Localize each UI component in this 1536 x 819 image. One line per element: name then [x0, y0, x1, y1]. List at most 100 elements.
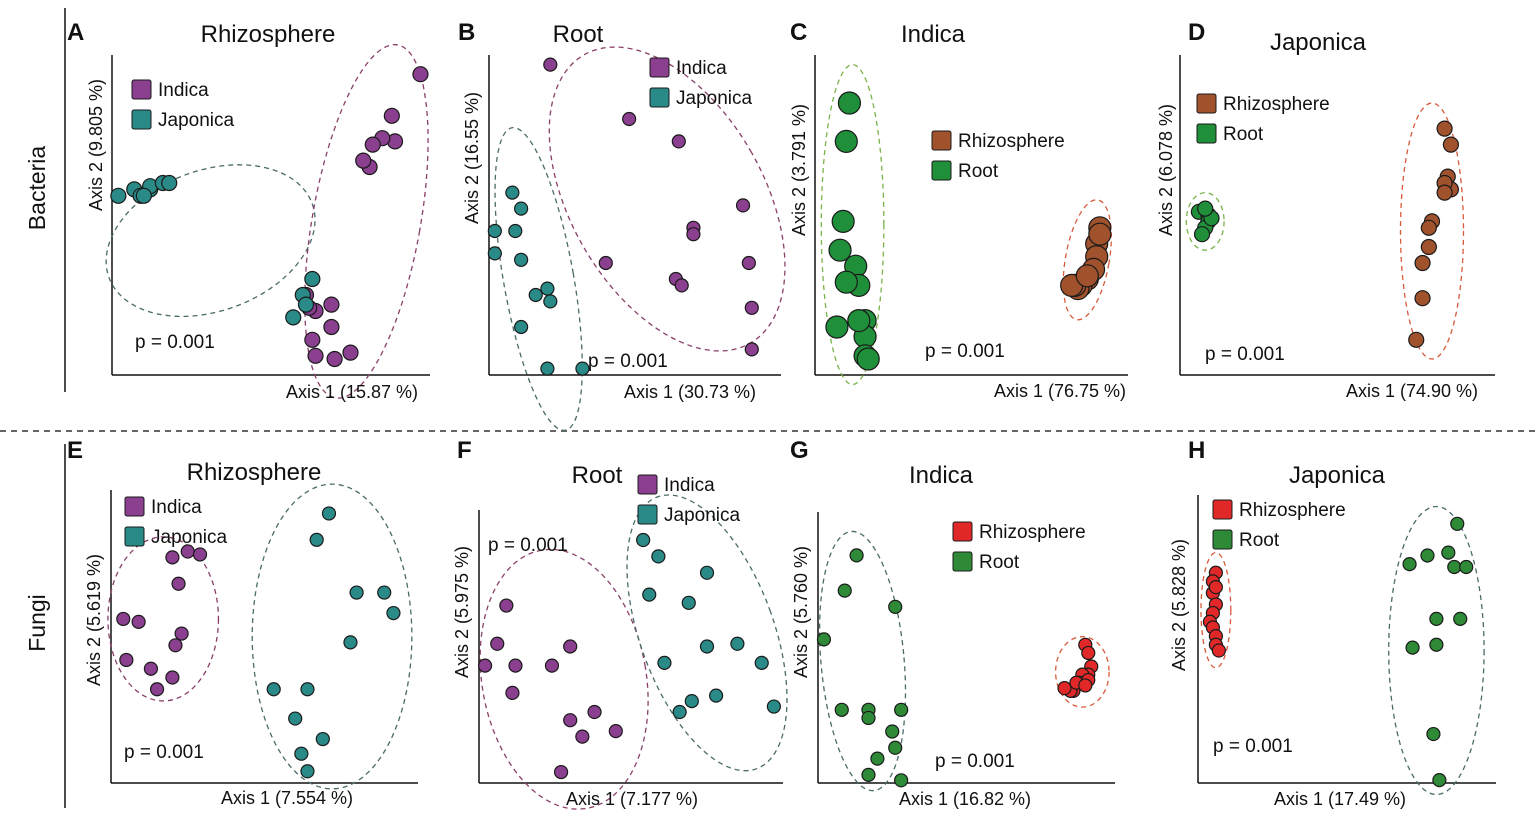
point-rhizosphere	[1442, 136, 1460, 153]
confidence-ellipse-root	[820, 63, 885, 386]
point-indica	[674, 278, 689, 293]
legend-swatch-root	[1196, 123, 1217, 144]
point-japonica	[657, 655, 672, 670]
point-indica	[304, 331, 321, 348]
confidence-ellipse-japonica	[626, 494, 788, 772]
legend-label-japonica: Japonica	[158, 110, 234, 131]
row-label-fungi: Fungi	[24, 594, 50, 652]
legend-label-root: Root	[979, 552, 1020, 573]
point-japonica	[514, 201, 529, 216]
legend-label-indica: Indica	[676, 58, 727, 79]
panel-title: Japonica	[1270, 29, 1367, 56]
point-indica	[686, 227, 701, 242]
panel-title: Rhizosphere	[201, 21, 336, 48]
point-indica	[165, 670, 180, 685]
point-japonica	[636, 532, 651, 548]
confidence-ellipse-root	[1185, 191, 1225, 251]
point-indica	[383, 107, 400, 124]
point-japonica	[508, 223, 523, 239]
panel-title: Indica	[901, 21, 966, 48]
legend-label-root: Root	[1239, 530, 1280, 551]
point-root	[1402, 557, 1417, 572]
point-indica	[174, 626, 189, 641]
point-japonica	[288, 711, 303, 726]
panel-title: Root	[572, 462, 623, 489]
point-rhizosphere	[1078, 678, 1093, 693]
point-japonica	[309, 532, 324, 547]
point-japonica	[699, 639, 715, 654]
legend-swatch-root	[1212, 529, 1233, 550]
legend-label-japonica: Japonica	[664, 505, 740, 526]
legend-label-indica: Indica	[664, 475, 715, 496]
y-axis-label: Axis 2 (5.619 %)	[84, 554, 104, 686]
point-japonica	[135, 187, 152, 204]
point-japonica	[709, 688, 724, 703]
point-japonica	[285, 309, 302, 326]
x-axis-label: Axis 1 (30.73 %)	[624, 382, 756, 402]
y-axis-label: Axis 2 (5.760 %)	[791, 546, 811, 678]
point-japonica	[681, 595, 696, 610]
point-root	[831, 209, 855, 233]
point-root	[894, 702, 909, 717]
point-indica	[608, 724, 623, 739]
panel-d: D Japonica p = 0.001 Axis 1 (74.90 %) Axis 2…	[1156, 19, 1495, 401]
legend-label-rhizosphere: Rhizosphere	[1223, 94, 1330, 115]
legend-label-rhizosphere: Rhizosphere	[979, 522, 1086, 543]
point-indica	[364, 136, 381, 153]
p-value: p = 0.001	[135, 332, 215, 353]
point-japonica	[505, 185, 520, 200]
legend-label-root: Root	[1223, 124, 1264, 145]
point-japonica	[514, 319, 529, 335]
y-axis-label: Axis 2 (6.078 %)	[1156, 104, 1176, 236]
panel-label: D	[1188, 19, 1205, 46]
point-root	[834, 129, 858, 153]
point-indica	[622, 111, 637, 127]
y-axis-label: Axis 2 (5.975 %)	[452, 546, 472, 678]
point-root	[856, 347, 880, 371]
p-value: p = 0.001	[935, 751, 1015, 772]
point-indica	[671, 134, 686, 149]
row-label-bacteria: Bacteria	[24, 146, 50, 231]
point-japonica	[110, 187, 127, 204]
point-root	[888, 740, 903, 755]
point-root	[828, 238, 852, 262]
point-rhizosphere	[1414, 254, 1431, 272]
point-japonica	[575, 361, 590, 376]
p-value: p = 0.001	[1205, 344, 1285, 365]
point-indica	[563, 639, 578, 654]
point-japonica	[730, 636, 745, 651]
point-japonica	[487, 246, 502, 261]
point-indica	[505, 685, 520, 701]
point-root	[894, 773, 909, 788]
legend-swatch-indica	[124, 496, 145, 517]
panel-label: G	[790, 437, 809, 464]
point-japonica	[386, 605, 401, 621]
panel-title: Indica	[909, 462, 974, 489]
confidence-ellipse-rhizosphere	[1200, 551, 1232, 669]
y-axis-label: Axis 2 (3.791 %)	[789, 104, 809, 236]
legend-swatch-rhizosphere	[1196, 93, 1217, 114]
point-rhizosphere	[1436, 184, 1453, 201]
point-root	[861, 710, 876, 726]
p-value: p = 0.001	[488, 535, 568, 556]
point-root	[837, 583, 852, 598]
point-root	[1441, 545, 1456, 560]
legend-label-japonica: Japonica	[151, 527, 227, 548]
point-japonica	[297, 296, 315, 313]
point-indica	[342, 344, 359, 361]
legend-label-indica: Indica	[151, 497, 202, 518]
point-rhizosphere	[1414, 290, 1431, 307]
y-axis-label: Axis 2 (9.805 %)	[86, 79, 106, 211]
point-indica	[355, 152, 372, 169]
x-axis-label: Axis 1 (74.90 %)	[1346, 381, 1478, 401]
point-indica	[508, 658, 523, 673]
panel-f: F Root p = 0.001 Axis 1 (7.177 %) Axis 2 (5.…	[452, 437, 788, 810]
point-root	[1432, 773, 1447, 788]
point-root	[1193, 226, 1211, 243]
point-indica	[744, 300, 759, 315]
point-root	[825, 315, 849, 339]
point-japonica	[672, 704, 687, 720]
panel-h: H Japonica p = 0.001 Axis 1 (17.49 %) Axis 2…	[1169, 437, 1496, 809]
point-indica	[543, 57, 558, 72]
point-indica	[412, 66, 429, 83]
